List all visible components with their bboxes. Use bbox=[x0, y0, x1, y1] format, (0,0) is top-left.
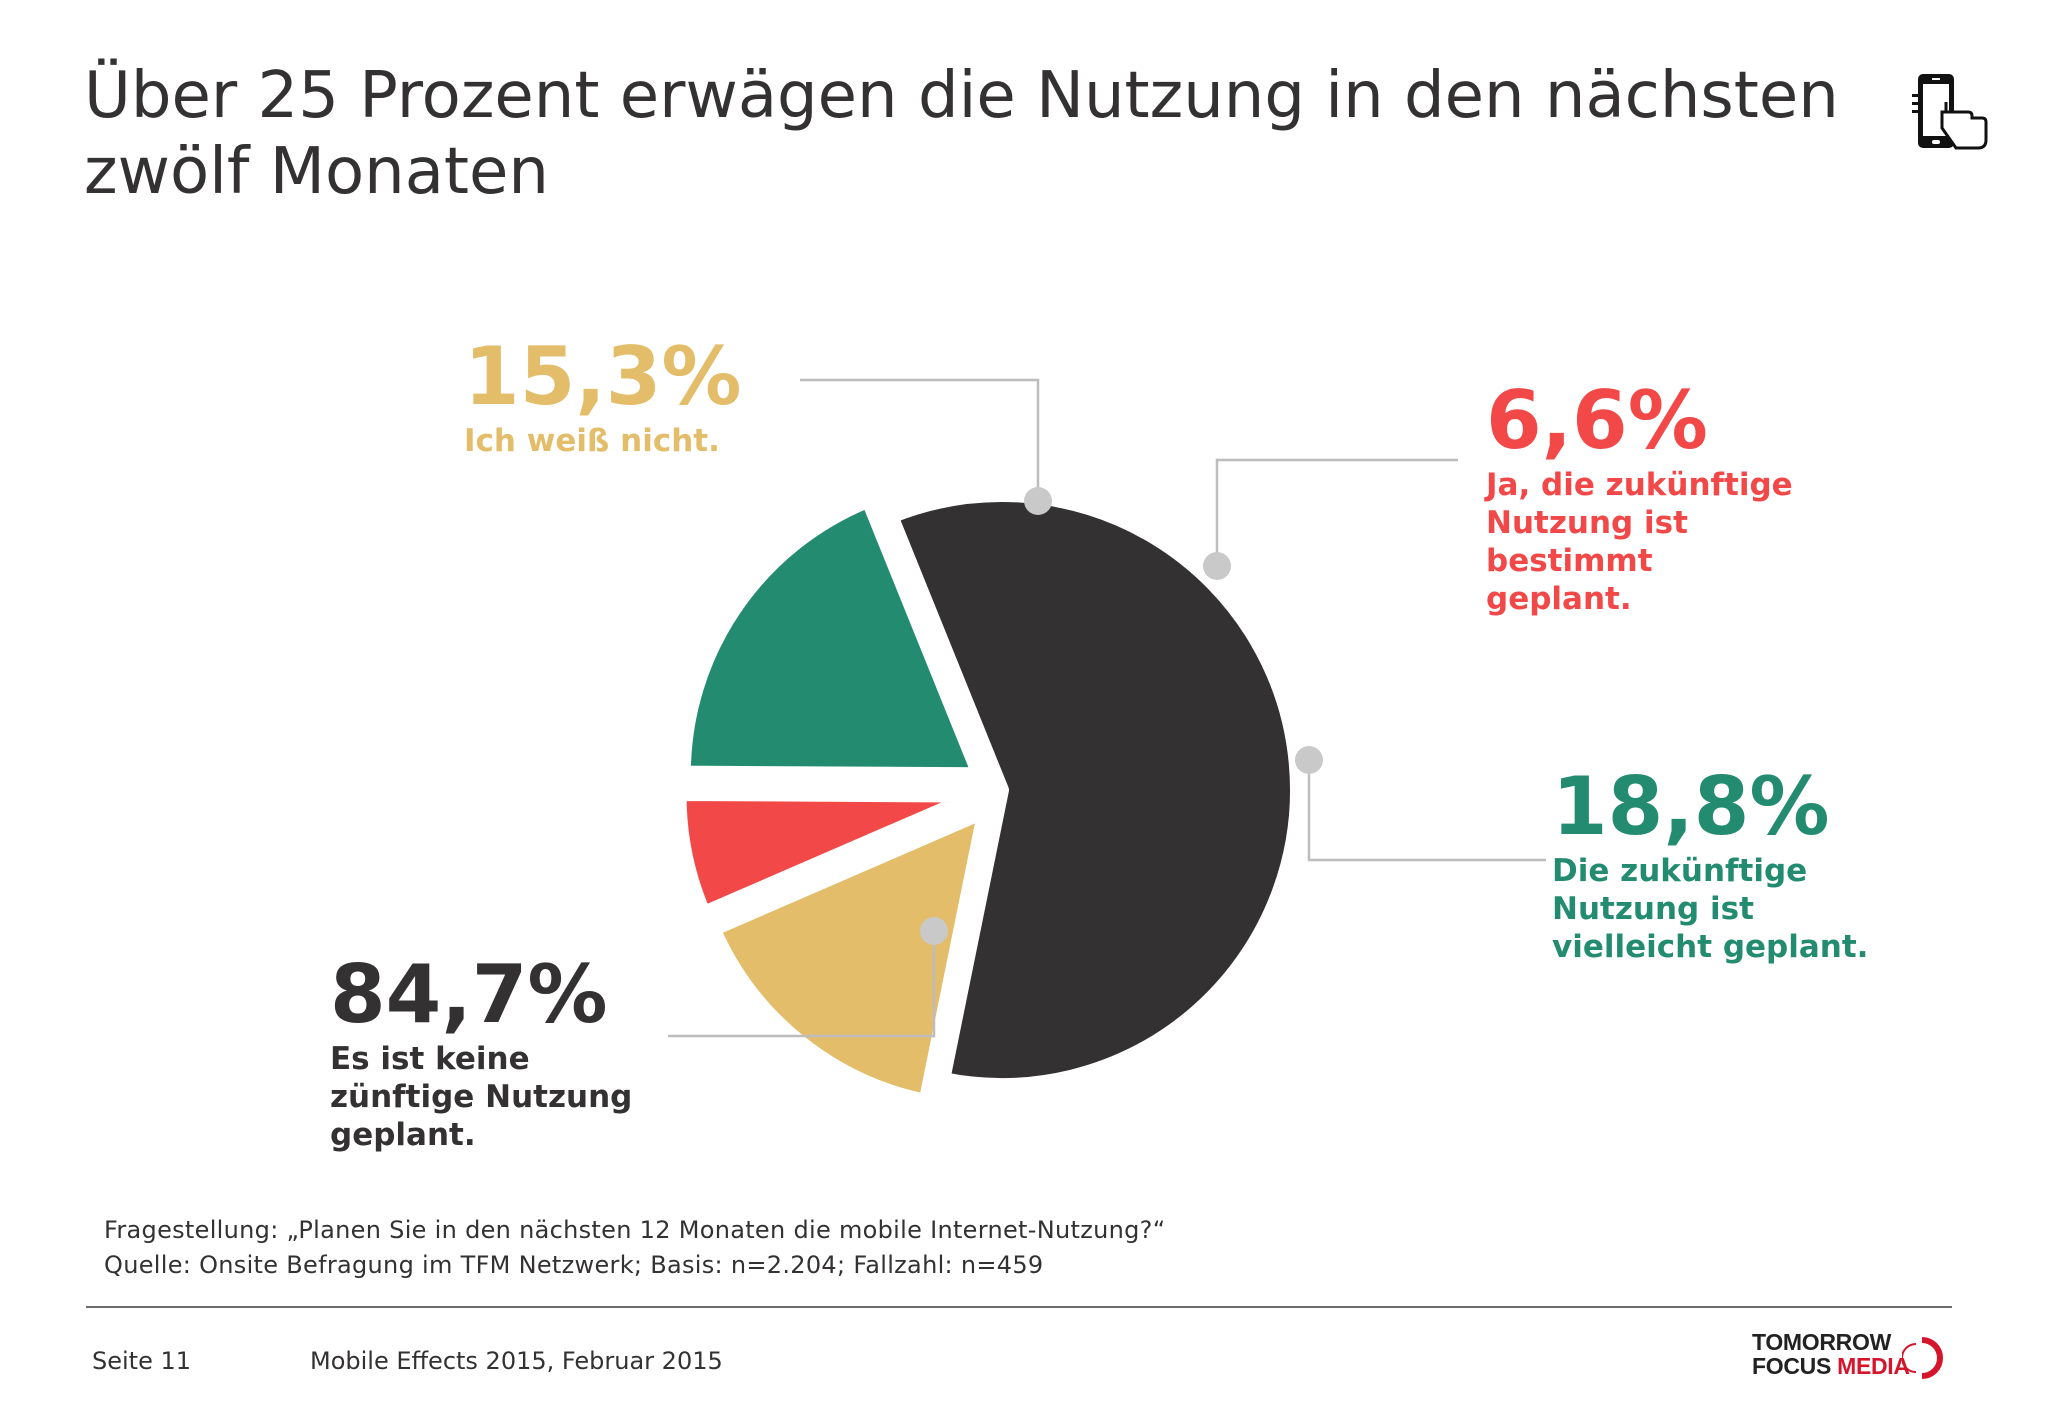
slice-label-text: zünftige Nutzung bbox=[330, 1079, 633, 1115]
leader-dot bbox=[1295, 746, 1323, 774]
slice-percentage: 84,7% bbox=[330, 948, 608, 1041]
slice-label-text: geplant. bbox=[330, 1117, 476, 1153]
slice-percentage: 18,8% bbox=[1552, 760, 1830, 853]
slice-label: 6,6% Ja, die zukünftige Nutzung ist bestimm… bbox=[1486, 376, 1793, 618]
page-title: Über 25 Prozent erwägen die Nutzung in d… bbox=[84, 59, 1839, 209]
leader-line bbox=[668, 931, 936, 1038]
slice-label-text: Nutzung ist bbox=[1552, 891, 1754, 927]
slice-label-text: vielleicht geplant. bbox=[1552, 929, 1869, 965]
report-name: Mobile Effects 2015, Februar 2015 bbox=[310, 1347, 723, 1375]
leader-line bbox=[1307, 760, 1546, 862]
source-note: Quelle: Onsite Befragung im TFM Netzwerk… bbox=[104, 1251, 1044, 1279]
company-logo: TOMORROW FOCUS MEDIA bbox=[1752, 1330, 1962, 1380]
slice-percentage: 6,6% bbox=[1486, 374, 1708, 467]
leader-dot bbox=[1024, 487, 1052, 515]
logo-word-focus: FOCUS bbox=[1752, 1353, 1838, 1379]
slice-label-text: Nutzung ist bbox=[1486, 505, 1688, 541]
slice-label-text: Ich weiß nicht. bbox=[464, 423, 720, 459]
slice-label: 18,8% Die zukünftige Nutzung ist vielleicht… bbox=[1552, 762, 1868, 966]
question-note: Fragestellung: „Planen Sie in den nächst… bbox=[104, 1216, 1166, 1244]
slice-label-text: Die zukünftige bbox=[1552, 853, 1808, 889]
leader-dot bbox=[1203, 552, 1231, 580]
logo-line-1: TOMORROW bbox=[1752, 1329, 1891, 1355]
slice-label-text: bestimmt bbox=[1486, 543, 1653, 579]
page-number: Seite 11 bbox=[92, 1347, 192, 1375]
slice-label-text: Ja, die zukünftige bbox=[1486, 467, 1793, 503]
footer-divider bbox=[86, 1306, 1952, 1308]
logo-word-media: MEDIA bbox=[1837, 1353, 1910, 1379]
slice-label-text: Es ist keine bbox=[330, 1041, 530, 1077]
leader-line bbox=[1215, 458, 1458, 566]
slice-label-text: geplant. bbox=[1486, 581, 1632, 617]
leader-dot bbox=[920, 917, 948, 945]
mobile-touch-icon bbox=[1912, 74, 1988, 150]
slice-label: 15,3% Ich weiß nicht. bbox=[464, 332, 742, 460]
slice-percentage: 15,3% bbox=[464, 330, 742, 423]
pie-slice bbox=[672, 786, 982, 920]
leader-line bbox=[800, 378, 1040, 501]
red-arc-icon bbox=[1902, 1337, 1943, 1379]
pie-slice bbox=[706, 804, 992, 1108]
logo-line-2: FOCUS MEDIA bbox=[1752, 1354, 1910, 1379]
slice-label: 84,7% Es ist keine zünftige Nutzung geplant… bbox=[330, 950, 632, 1154]
pie-slice bbox=[676, 493, 986, 782]
